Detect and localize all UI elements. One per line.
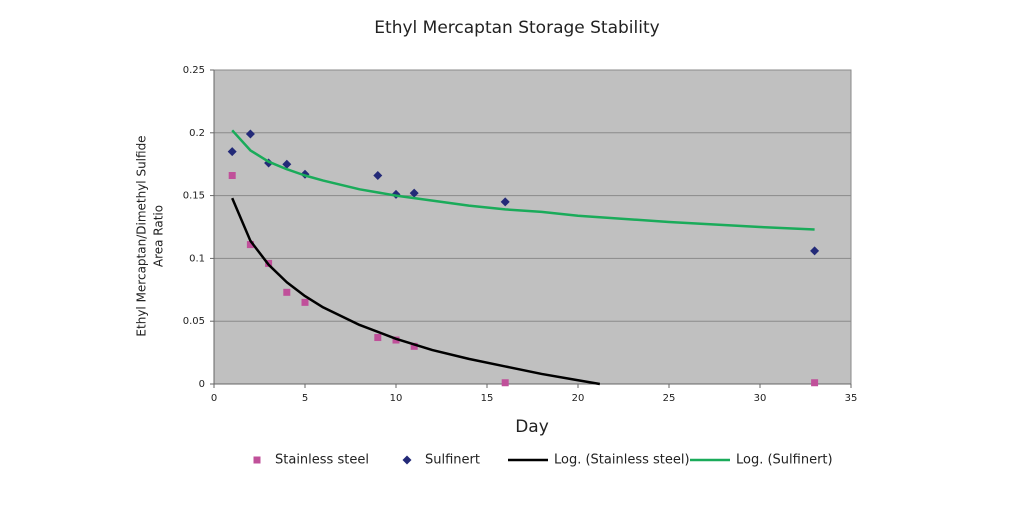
- x-axis-label: Day: [515, 417, 549, 437]
- x-tick-label: 0: [211, 393, 217, 404]
- data-point: [283, 288, 291, 296]
- y-tick-label: 0.2: [189, 128, 205, 139]
- x-tick-label: 10: [390, 393, 403, 404]
- data-point: [410, 342, 418, 350]
- y-tick-label: 0.1: [189, 253, 205, 264]
- legend-item: Stainless steel: [275, 453, 369, 468]
- data-point: [245, 129, 255, 139]
- x-tick-label: 15: [481, 393, 494, 404]
- x-tick-label: 25: [663, 393, 676, 404]
- x-tick-label: 5: [302, 393, 308, 404]
- chart-title: Ethyl Mercaptan Storage Stability: [374, 18, 659, 38]
- data-point: [500, 197, 510, 207]
- data-point: [811, 379, 819, 387]
- data-point: [227, 147, 237, 157]
- trend-line: [231, 197, 601, 386]
- legend-label: Log. (Sulfinert): [736, 453, 833, 468]
- data-point: [373, 171, 383, 181]
- y-tick-label: 0.15: [183, 191, 205, 202]
- y-tick-label: 0.05: [183, 316, 205, 327]
- legend-swatch: [402, 455, 412, 465]
- data-point: [301, 298, 309, 306]
- trend-line: [231, 129, 815, 231]
- data-point: [374, 334, 382, 342]
- x-tick-label: 20: [572, 393, 585, 404]
- y-tick-label: 0: [199, 379, 205, 390]
- legend-item: Log. (Stainless steel): [508, 453, 690, 468]
- data-point: [501, 379, 509, 387]
- y-tick-label: 0.25: [183, 65, 205, 76]
- legend-swatch: [253, 456, 261, 464]
- x-tick-label: 30: [754, 393, 767, 404]
- data-point: [810, 246, 820, 256]
- legend-item: Sulfinert: [425, 453, 480, 468]
- legend-label: Sulfinert: [425, 453, 480, 468]
- legend-item: Log. (Sulfinert): [690, 453, 833, 468]
- legend-label: Log. (Stainless steel): [554, 453, 690, 468]
- data-point: [282, 159, 292, 169]
- data-point: [228, 172, 236, 180]
- y-axis-label-line: Ethyl Mercaptan/Dimethyl Sulfide: [135, 135, 149, 336]
- y-axis-label: Ethyl Mercaptan/Dimethyl Sulfide Area Ra…: [135, 135, 166, 336]
- data-point: [246, 241, 254, 249]
- x-tick-label: 35: [845, 393, 858, 404]
- legend-label: Stainless steel: [275, 453, 369, 468]
- data-point: [409, 188, 419, 198]
- y-axis-label-line: Area Ratio: [152, 205, 166, 267]
